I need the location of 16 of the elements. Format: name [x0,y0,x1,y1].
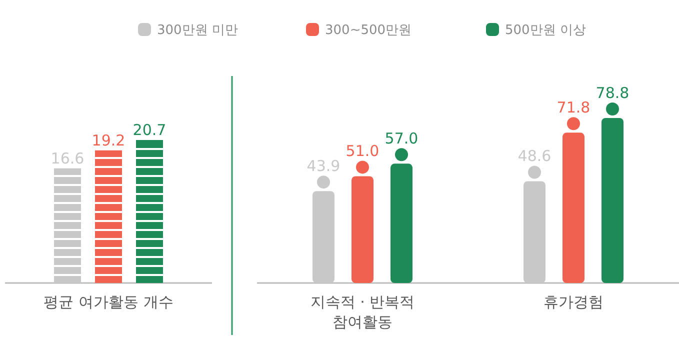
legend-label: 500만원 이상 [505,23,586,38]
data-label: 20.7 [132,121,166,139]
bar [390,164,412,283]
data-label: 71.8 [556,98,590,117]
bar [562,132,584,283]
data-label: 19.2 [92,131,126,150]
x-tick-label: 평균 여가활동 개수 [44,293,174,311]
legend-label: 300만원 미만 [157,23,238,38]
bar [352,176,374,283]
data-label: 57.0 [384,130,418,148]
data-label: 78.8 [596,84,630,102]
x-tick-label: 휴가경험 [544,293,604,311]
data-label: 51.0 [346,142,380,160]
x-tick-label: 지속적 · 반복적 참여활동 [310,293,415,331]
bar [602,118,624,283]
legend-label: 300~500만원 [325,23,412,38]
